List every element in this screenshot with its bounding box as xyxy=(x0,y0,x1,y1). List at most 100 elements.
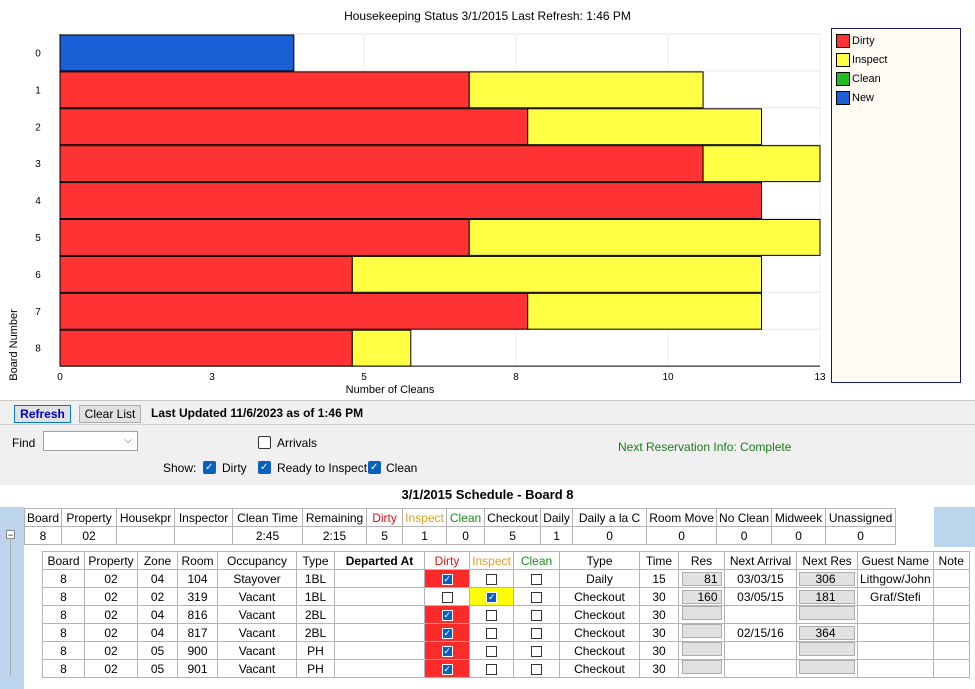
detail-header[interactable]: Board xyxy=(42,551,85,570)
dirty-checkbox[interactable] xyxy=(441,573,453,585)
detail-header[interactable]: Zone xyxy=(137,551,178,570)
find-combobox[interactable]: ⌵ xyxy=(43,431,138,451)
dirty-checkbox[interactable] xyxy=(441,645,453,657)
next-res-button[interactable]: 306 xyxy=(799,571,855,586)
dirty-checkbox[interactable] xyxy=(441,663,453,675)
dirty-cell[interactable] xyxy=(424,659,470,678)
summary-header[interactable]: No Clean xyxy=(716,508,773,527)
summary-header[interactable]: Housekpr xyxy=(116,508,176,527)
summary-header[interactable]: Property xyxy=(61,508,118,527)
summary-header[interactable]: Board xyxy=(23,508,63,527)
clean-cell[interactable] xyxy=(513,623,560,642)
res-button[interactable]: 160 xyxy=(681,589,722,604)
detail-header[interactable]: Type xyxy=(559,551,640,570)
collapse-icon[interactable]: − xyxy=(6,530,15,540)
inspect-cell[interactable] xyxy=(469,587,514,606)
inspect-checkbox[interactable] xyxy=(486,573,497,585)
clean-checkbox[interactable] xyxy=(531,573,542,585)
detail-header[interactable]: Guest Name xyxy=(857,551,934,570)
dirty-cell[interactable] xyxy=(424,569,470,588)
summary-header[interactable]: Daily a la C xyxy=(572,508,648,527)
clean-checkbox[interactable] xyxy=(531,609,542,621)
summary-header[interactable]: Unassigned xyxy=(825,508,897,527)
detail-header[interactable]: Res xyxy=(678,551,725,570)
summary-cell: 2:15 xyxy=(302,526,368,545)
clear-list-button[interactable]: Clear List xyxy=(79,405,141,423)
clean-cell[interactable] xyxy=(513,605,560,624)
inspect-cell[interactable] xyxy=(469,569,514,588)
show-dirty-checkbox[interactable] xyxy=(203,461,216,474)
next-res-button[interactable] xyxy=(799,606,855,620)
clean-cell[interactable] xyxy=(513,659,560,678)
detail-header[interactable]: Time xyxy=(639,551,679,570)
inspect-cell[interactable] xyxy=(469,605,514,624)
inspect-checkbox[interactable] xyxy=(486,609,497,621)
detail-header[interactable]: Type xyxy=(296,551,335,570)
clean-cell[interactable] xyxy=(513,587,560,606)
show-ready-checkbox[interactable] xyxy=(258,461,271,474)
arrivals-checkbox[interactable] xyxy=(258,436,271,449)
clean-checkbox[interactable] xyxy=(531,645,542,657)
clean-checkbox[interactable] xyxy=(531,663,542,675)
clean-checkbox[interactable] xyxy=(531,627,542,639)
detail-header[interactable]: Inspect xyxy=(469,551,514,570)
detail-header[interactable]: Next Res xyxy=(796,551,858,570)
dirty-cell[interactable] xyxy=(424,587,470,606)
detail-header[interactable]: Property xyxy=(84,551,138,570)
chevron-down-icon[interactable]: ⌵ xyxy=(124,435,132,446)
summary-header[interactable]: Clean Time xyxy=(232,508,304,527)
inspect-cell[interactable] xyxy=(469,659,514,678)
dirty-cell[interactable] xyxy=(424,641,470,660)
detail-header[interactable]: Departed At xyxy=(334,551,425,570)
summary-header[interactable]: Inspect xyxy=(402,508,448,527)
inspect-checkbox[interactable] xyxy=(486,627,497,639)
x-tick-label: 0 xyxy=(57,372,63,383)
inspect-cell[interactable] xyxy=(469,641,514,660)
res-button[interactable] xyxy=(681,624,722,638)
summary-header[interactable]: Clean xyxy=(446,508,486,527)
dirty-cell[interactable] xyxy=(424,623,470,642)
next-res-button[interactable] xyxy=(799,660,855,674)
summary-header[interactable]: Midweek xyxy=(771,508,827,527)
inspect-checkbox[interactable] xyxy=(486,663,497,675)
summary-header[interactable]: Checkout xyxy=(484,508,542,527)
refresh-button[interactable]: Refresh xyxy=(14,405,71,423)
dirty-checkbox[interactable] xyxy=(441,627,453,639)
inspect-cell[interactable] xyxy=(469,623,514,642)
inspect-checkbox[interactable] xyxy=(486,645,497,657)
inspect-checkbox[interactable] xyxy=(486,591,497,603)
dirty-checkbox[interactable] xyxy=(441,591,453,603)
detail-header[interactable]: Room xyxy=(177,551,218,570)
detail-header[interactable]: Clean xyxy=(513,551,560,570)
res-button[interactable] xyxy=(681,606,722,620)
summary-header[interactable]: Daily xyxy=(540,508,574,527)
detail-header[interactable]: Next Arrival xyxy=(724,551,797,570)
detail-header[interactable]: Occupancy xyxy=(217,551,297,570)
res-button[interactable] xyxy=(681,642,722,656)
summary-header[interactable]: Dirty xyxy=(366,508,404,527)
clean-cell[interactable] xyxy=(513,569,560,588)
res-button[interactable] xyxy=(681,660,722,674)
summary-header[interactable]: Room Move xyxy=(646,508,718,527)
show-clean-checkbox[interactable] xyxy=(368,461,381,474)
next-res-button[interactable]: 181 xyxy=(799,589,855,604)
res-button[interactable]: 81 xyxy=(681,571,722,586)
clean-cell[interactable] xyxy=(513,641,560,660)
clean-checkbox[interactable] xyxy=(531,591,542,603)
summary-header[interactable]: Inspector xyxy=(174,508,234,527)
detail-header[interactable]: Note xyxy=(932,551,970,570)
property-cell: 02 xyxy=(84,569,138,588)
summary-header[interactable]: Remaining xyxy=(302,508,368,527)
detail-header[interactable]: Dirty xyxy=(424,551,470,570)
next-res-button[interactable]: 364 xyxy=(799,625,855,640)
table-row[interactable]: 80202319Vacant1BLCheckout3016003/05/1518… xyxy=(42,587,970,606)
summary-cell: 5 xyxy=(366,526,404,545)
next-res-button[interactable] xyxy=(799,642,855,656)
dirty-cell[interactable] xyxy=(424,605,470,624)
dirty-checkbox[interactable] xyxy=(441,609,453,621)
